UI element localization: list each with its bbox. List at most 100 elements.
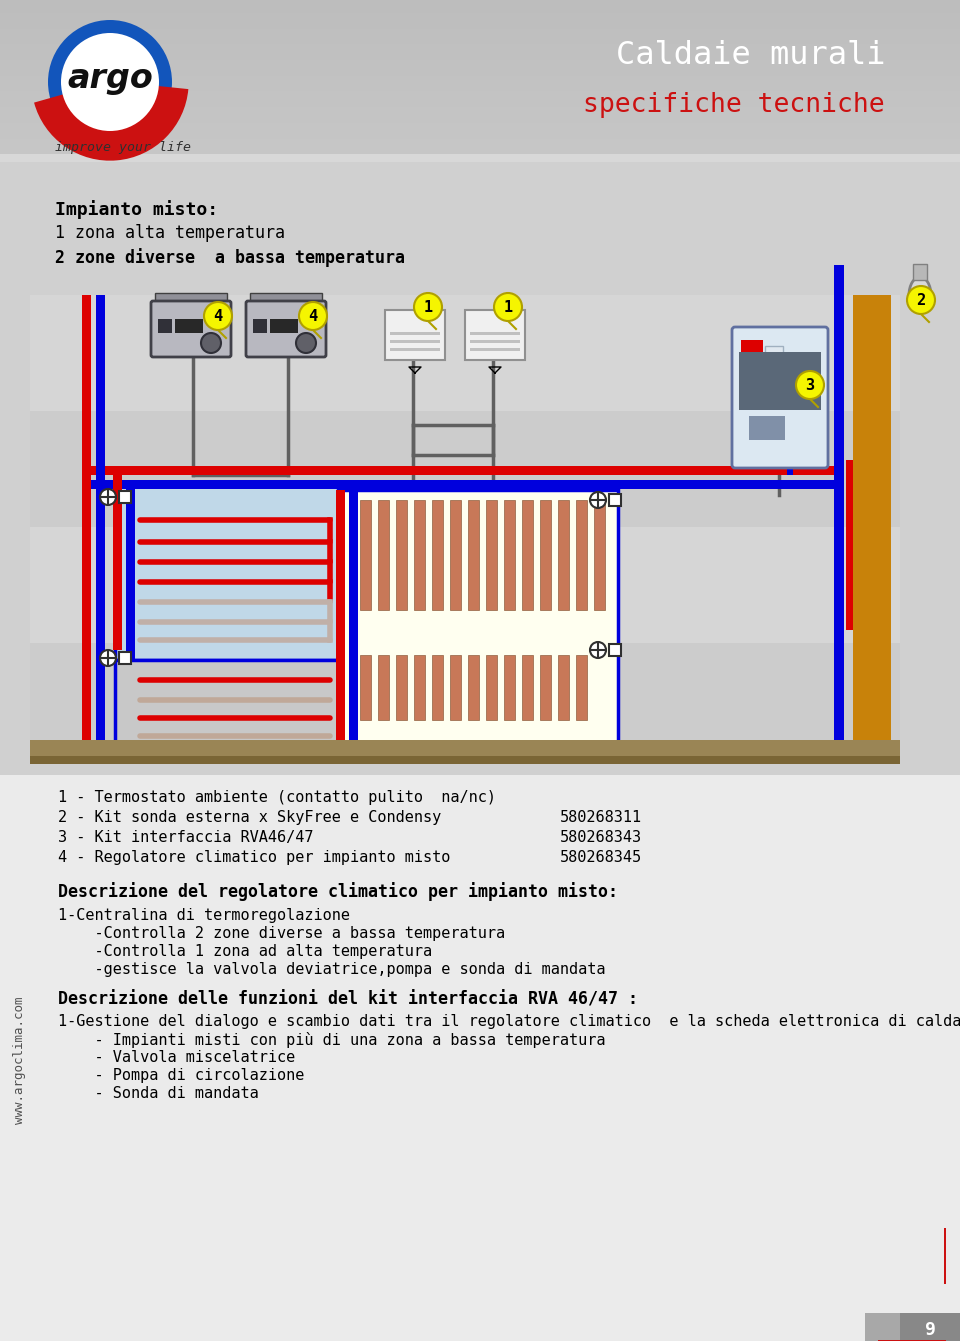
Bar xyxy=(414,500,425,610)
Text: 2 zone diverse  a bassa temperatura: 2 zone diverse a bassa temperatura xyxy=(55,248,405,267)
Text: specifiche tecniche: specifiche tecniche xyxy=(584,93,885,118)
Bar xyxy=(468,500,479,610)
Bar xyxy=(834,266,844,760)
Bar xyxy=(126,480,135,660)
Bar xyxy=(360,500,371,610)
Text: 1-Gestione del dialogo e scambio dati tra il regolatore climatico  e la scheda e: 1-Gestione del dialogo e scambio dati tr… xyxy=(58,1014,960,1029)
Text: -gestisce la valvola deviatrice,pompa e sonda di mandata: -gestisce la valvola deviatrice,pompa e … xyxy=(58,961,606,978)
Text: Impianto misto:: Impianto misto: xyxy=(55,200,218,219)
Text: 1: 1 xyxy=(423,299,433,315)
Bar xyxy=(522,500,533,610)
Bar xyxy=(115,660,360,760)
Bar xyxy=(739,351,821,410)
Bar xyxy=(865,1313,960,1341)
Bar xyxy=(576,654,587,720)
Bar xyxy=(30,740,900,760)
Bar xyxy=(450,500,461,610)
Bar xyxy=(558,500,569,610)
Bar xyxy=(396,500,407,610)
Bar xyxy=(0,775,960,1341)
Bar xyxy=(115,485,360,660)
Bar xyxy=(741,341,763,359)
Bar xyxy=(944,1228,946,1283)
Bar xyxy=(465,310,525,359)
Bar xyxy=(0,154,960,162)
Bar xyxy=(82,467,842,475)
Bar xyxy=(378,654,389,720)
Text: -Controlla 1 zona ad alta temperatura: -Controlla 1 zona ad alta temperatura xyxy=(58,944,432,959)
Bar xyxy=(749,416,785,440)
Bar xyxy=(158,319,172,333)
Circle shape xyxy=(299,302,327,330)
Bar xyxy=(390,341,440,343)
Text: 3 - Kit interfaccia RVA46/47: 3 - Kit interfaccia RVA46/47 xyxy=(58,830,314,845)
Bar xyxy=(486,500,497,610)
Circle shape xyxy=(100,650,116,666)
Bar xyxy=(853,295,891,750)
Bar xyxy=(432,500,443,610)
Bar xyxy=(96,295,105,760)
Text: 2: 2 xyxy=(917,292,925,307)
Text: 2 - Kit sonda esterna x SkyFree e Condensy: 2 - Kit sonda esterna x SkyFree e Conden… xyxy=(58,810,442,825)
Bar xyxy=(540,500,551,610)
Text: - Pompa di circolazione: - Pompa di circolazione xyxy=(58,1067,304,1084)
Text: 4: 4 xyxy=(213,308,223,323)
Text: Descrizione delle funzioni del kit interfaccia RVA 46/47 :: Descrizione delle funzioni del kit inter… xyxy=(58,990,638,1008)
Bar xyxy=(765,346,783,362)
Bar xyxy=(349,489,358,755)
Bar xyxy=(450,654,461,720)
Bar xyxy=(396,654,407,720)
Circle shape xyxy=(796,371,824,400)
Circle shape xyxy=(907,286,935,314)
FancyBboxPatch shape xyxy=(732,327,828,468)
Circle shape xyxy=(414,292,442,320)
Bar xyxy=(175,319,203,333)
FancyBboxPatch shape xyxy=(246,300,326,357)
Bar xyxy=(385,310,445,359)
Text: 1-Centralina di termoregolazione: 1-Centralina di termoregolazione xyxy=(58,908,350,923)
Text: - Sonda di mandata: - Sonda di mandata xyxy=(58,1086,259,1101)
Bar xyxy=(558,654,569,720)
Bar xyxy=(378,500,389,610)
Text: 1 zona alta temperatura: 1 zona alta temperatura xyxy=(55,224,285,241)
Bar xyxy=(470,341,520,343)
Bar xyxy=(30,295,900,410)
Bar xyxy=(30,410,900,527)
Text: 4 - Regolatore climatico per impianto misto: 4 - Regolatore climatico per impianto mi… xyxy=(58,850,450,865)
Bar xyxy=(155,292,227,303)
Bar xyxy=(30,756,900,764)
Bar xyxy=(432,654,443,720)
Text: 1: 1 xyxy=(503,299,513,315)
Bar xyxy=(576,500,587,610)
Text: Descrizione del regolatore climatico per impianto misto:: Descrizione del regolatore climatico per… xyxy=(58,882,618,901)
Bar xyxy=(113,475,122,650)
Bar xyxy=(913,264,927,280)
Bar xyxy=(336,489,345,760)
Bar xyxy=(250,292,322,303)
Bar xyxy=(900,1313,960,1341)
Text: improve your life: improve your life xyxy=(55,141,191,153)
Bar xyxy=(486,654,497,720)
Circle shape xyxy=(296,333,316,353)
Text: 4: 4 xyxy=(308,308,318,323)
Text: 580268311: 580268311 xyxy=(560,810,642,825)
Circle shape xyxy=(590,492,606,508)
Bar xyxy=(468,654,479,720)
Bar xyxy=(787,405,793,475)
Bar xyxy=(0,162,960,1341)
Bar xyxy=(338,489,618,755)
Bar xyxy=(504,500,515,610)
Circle shape xyxy=(100,489,116,506)
Bar xyxy=(609,644,621,656)
Text: 9: 9 xyxy=(924,1321,935,1340)
Text: 580268345: 580268345 xyxy=(560,850,642,865)
Bar xyxy=(540,654,551,720)
Text: - Valvola miscelatrice: - Valvola miscelatrice xyxy=(58,1050,296,1065)
Bar xyxy=(30,527,900,642)
Bar xyxy=(594,500,605,610)
Bar xyxy=(522,654,533,720)
FancyBboxPatch shape xyxy=(151,300,231,357)
Bar xyxy=(30,295,900,760)
Text: 1 - Termostato ambiente (contatto pulito  na/nc): 1 - Termostato ambiente (contatto pulito… xyxy=(58,790,496,805)
Bar xyxy=(470,349,520,351)
